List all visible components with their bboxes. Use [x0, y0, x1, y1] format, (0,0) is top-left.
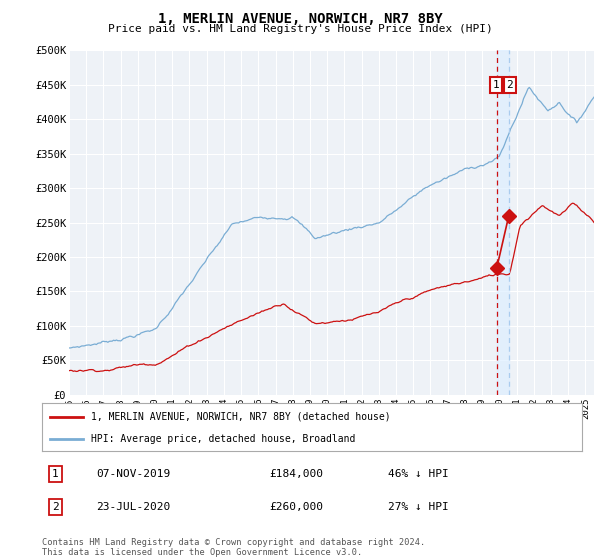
Text: 27% ↓ HPI: 27% ↓ HPI: [388, 502, 448, 512]
Text: 1, MERLIN AVENUE, NORWICH, NR7 8BY (detached house): 1, MERLIN AVENUE, NORWICH, NR7 8BY (deta…: [91, 412, 390, 422]
Text: £260,000: £260,000: [269, 502, 323, 512]
Bar: [497, 50, 509, 395]
Text: 1: 1: [493, 80, 499, 90]
Text: 1: 1: [52, 469, 59, 479]
Text: 23-JUL-2020: 23-JUL-2020: [96, 502, 170, 512]
Text: Price paid vs. HM Land Registry's House Price Index (HPI): Price paid vs. HM Land Registry's House …: [107, 24, 493, 34]
Text: 2: 2: [506, 80, 513, 90]
Text: 07-NOV-2019: 07-NOV-2019: [96, 469, 170, 479]
Text: 46% ↓ HPI: 46% ↓ HPI: [388, 469, 448, 479]
Text: HPI: Average price, detached house, Broadland: HPI: Average price, detached house, Broa…: [91, 434, 355, 444]
Text: 1, MERLIN AVENUE, NORWICH, NR7 8BY: 1, MERLIN AVENUE, NORWICH, NR7 8BY: [158, 12, 442, 26]
Text: £184,000: £184,000: [269, 469, 323, 479]
Text: Contains HM Land Registry data © Crown copyright and database right 2024.
This d: Contains HM Land Registry data © Crown c…: [42, 538, 425, 557]
Text: 2: 2: [52, 502, 59, 512]
